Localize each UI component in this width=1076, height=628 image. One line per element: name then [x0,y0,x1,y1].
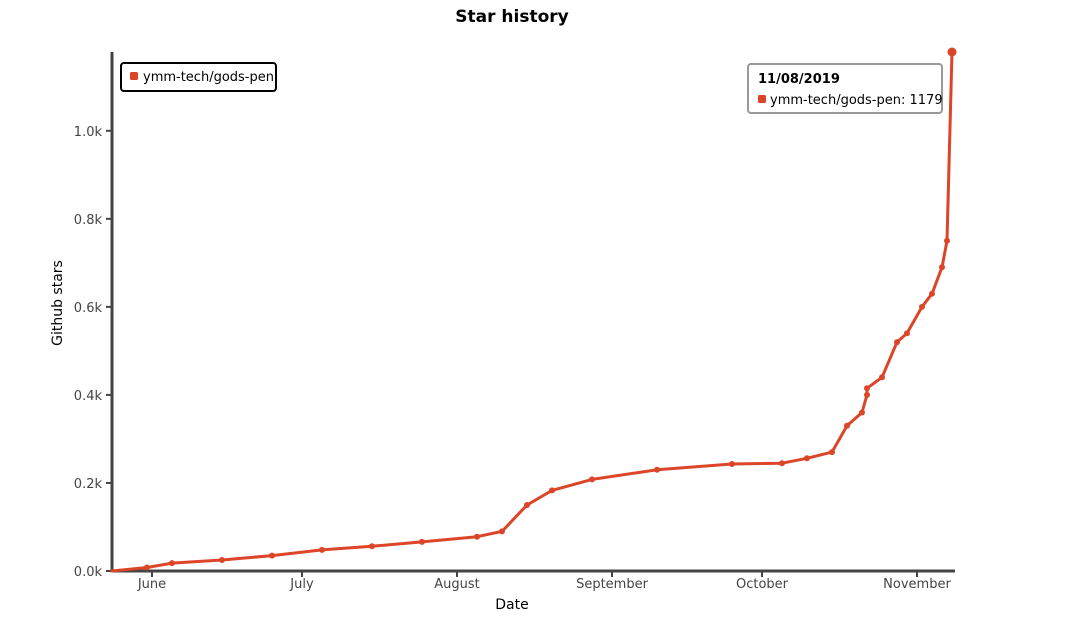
data-point[interactable] [654,466,660,473]
x-tick-label: October [736,577,789,592]
x-tick-label: June [137,577,166,592]
y-tick-label: 0.2k [74,477,103,492]
data-point[interactable] [859,409,865,416]
axes [110,52,955,573]
data-point[interactable] [499,528,505,535]
x-ticks: June July August September October November [137,571,951,592]
tooltip-box [747,63,943,114]
data-point[interactable] [804,455,810,462]
legend-box [120,62,277,92]
chart-title: Star history [455,7,568,27]
data-point[interactable] [864,385,870,392]
x-tick-label: September [576,577,649,592]
data-point-highlighted[interactable] [947,47,957,57]
data-point[interactable] [864,391,870,398]
tooltip-value: 1179 [910,93,943,108]
tooltip-date: 11/08/2019 [758,72,840,87]
series-line [110,50,954,573]
data-point[interactable] [729,461,735,467]
data-point[interactable] [894,339,900,346]
data-point[interactable] [319,546,325,553]
data-point[interactable] [269,552,275,559]
tooltip-separator: : [901,93,910,108]
data-point[interactable] [219,557,225,563]
y-tick-label: 0.6k [74,301,103,316]
legend-swatch [130,72,138,80]
tooltip-text: ymm-tech/gods-pen: 1179 [770,93,943,108]
data-point[interactable] [944,237,950,244]
x-tick-label: November [883,577,951,592]
data-point[interactable] [589,476,595,483]
x-axis-label: Date [495,597,528,613]
data-point[interactable] [904,330,910,337]
data-point[interactable] [549,487,555,494]
data-point[interactable] [929,290,935,297]
data-point[interactable] [474,533,480,540]
data-point[interactable] [879,374,885,381]
tooltip: 11/08/2019 ymm-tech/gods-pen: 1179 [747,63,943,114]
data-point[interactable] [419,538,425,545]
y-tick-label: 0.0k [74,565,103,580]
y-tick-label: 0.8k [74,213,103,228]
data-point[interactable] [844,422,850,429]
legend: ymm-tech/gods-pen [120,62,277,92]
x-tick-label: July [289,577,314,592]
data-point[interactable] [919,303,925,310]
legend-label: ymm-tech/gods-pen [143,70,274,85]
data-point[interactable] [524,502,530,508]
data-point[interactable] [369,543,375,550]
data-point[interactable] [779,460,785,467]
y-axis-label: Github stars [50,260,66,346]
data-point[interactable] [169,560,175,567]
y-ticks: 0.0k 0.2k 0.4k 0.6k 0.8k 1.0k [74,125,112,580]
series-layer [110,47,957,573]
data-point[interactable] [829,449,835,456]
y-tick-label: 1.0k [74,125,103,140]
x-tick-label: August [434,577,480,592]
data-point[interactable] [144,564,150,571]
tooltip-swatch [758,95,766,103]
data-point[interactable] [939,264,945,271]
y-tick-label: 0.4k [74,389,103,404]
tooltip-series-name: ymm-tech/gods-pen [770,93,901,108]
